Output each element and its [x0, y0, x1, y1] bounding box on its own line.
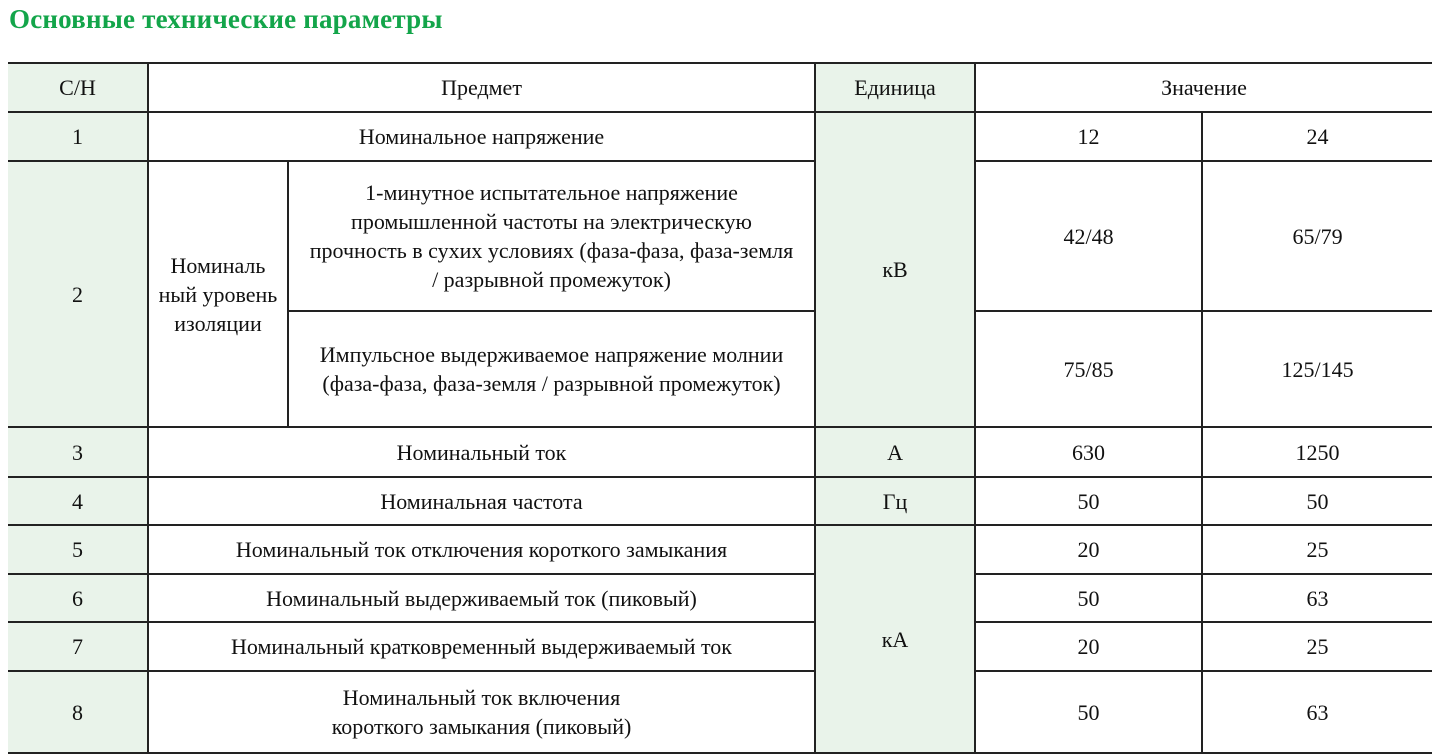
table-row: 7 Номинальный кратковременный выдерживае… — [8, 621, 1433, 672]
sn-cell: 1 — [8, 111, 149, 162]
value-cell: 50 — [974, 670, 1204, 754]
unit-cell: кВ — [814, 111, 977, 428]
sn-cell: 7 — [8, 621, 149, 672]
unit-cell: Гц — [814, 476, 977, 526]
item-cell: Номинальный кратковременный выдерживаемы… — [146, 621, 817, 672]
value-cell: 42/48 — [974, 160, 1204, 312]
item-cell: Номинальный выдерживаемый ток (пиковый) — [146, 573, 817, 623]
value-cell: 24 — [1201, 111, 1433, 162]
table-row: 8 Номинальный ток включения короткого за… — [8, 670, 1433, 754]
value-cell: 12 — [974, 111, 1204, 162]
page-title: Основные технические параметры — [9, 4, 443, 34]
value-cell: 20 — [974, 524, 1204, 575]
table-row: 2 Номиналь ный уровень изоляции 1-минутн… — [8, 160, 1433, 428]
value-cell: 20 — [974, 621, 1204, 672]
table-row: Импульсное выдерживаемое напряжение молн… — [8, 310, 1433, 428]
item-cell: Номинальный ток включения короткого замы… — [146, 670, 817, 754]
item-cell: Номинальное напряжение — [146, 111, 817, 162]
sn-cell: 2 — [8, 160, 149, 428]
table-row: 1 Номинальное напряжение кВ 12 24 — [8, 111, 1433, 428]
table-row: 3 Номинальный ток А 630 1250 — [8, 426, 1433, 478]
header-row: С/Н Предмет Единица Значение — [8, 62, 1433, 113]
value-cell: 50 — [974, 573, 1204, 623]
value-cell: 63 — [1201, 670, 1433, 754]
item-cell: Импульсное выдерживаемое напряжение молн… — [288, 310, 817, 428]
item-cell: Номинальный ток — [146, 426, 817, 478]
sn-cell: 4 — [8, 476, 149, 526]
sn-cell: 3 — [8, 426, 149, 478]
header-value: Значение — [974, 62, 1433, 113]
header-sn: С/Н — [8, 62, 149, 113]
group-cell: Номиналь ный уровень изоляции — [147, 160, 289, 428]
sn-cell: 6 — [8, 573, 149, 623]
header-item: Предмет — [146, 62, 817, 113]
value-cell: 63 — [1201, 573, 1433, 623]
item-cell: Номинальный ток отключения короткого зам… — [146, 524, 817, 575]
sn-cell: 5 — [8, 524, 149, 575]
value-cell: 125/145 — [1201, 310, 1433, 428]
value-cell: 65/79 — [1201, 160, 1433, 312]
unit-cell: кА — [814, 524, 977, 754]
table-row: 4 Номинальная частота Гц 50 50 — [8, 476, 1433, 526]
item-cell: Номинальная частота — [146, 476, 817, 526]
value-cell: 1250 — [1201, 426, 1433, 478]
value-cell: 25 — [1201, 524, 1433, 575]
table-row: 5 Номинальный ток отключения короткого з… — [8, 524, 1433, 754]
item-cell: 1-минутное испытательное напряжение пром… — [286, 160, 817, 312]
value-cell: 630 — [974, 426, 1204, 478]
header-unit: Единица — [814, 62, 977, 113]
sn-cell: 8 — [8, 670, 149, 754]
technical-parameters-table: С/Н Предмет Единица Значение 1 Номинальн… — [8, 62, 1433, 754]
unit-cell: А — [814, 426, 977, 478]
table-row: 6 Номинальный выдерживаемый ток (пиковый… — [8, 573, 1433, 623]
value-cell: 50 — [1201, 476, 1433, 526]
value-cell: 75/85 — [974, 310, 1204, 428]
value-cell: 50 — [974, 476, 1204, 526]
value-cell: 25 — [1201, 621, 1433, 672]
